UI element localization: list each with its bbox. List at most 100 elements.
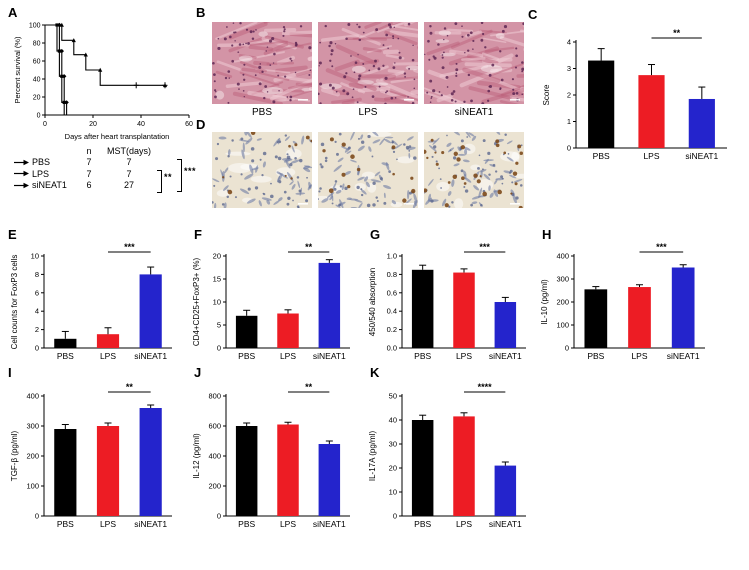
histology-he-image-lps <box>317 8 461 128</box>
bar-chart-cd4cd25foxp3: 0 5 10 15 20 CD4+CD25+FoxP3+ (%) PBS LPS siNEAT1… <box>190 240 358 373</box>
svg-text:LPS: LPS <box>280 351 296 361</box>
sig-bracket-inner <box>157 170 162 193</box>
svg-text:**: ** <box>673 28 681 38</box>
svg-text:0: 0 <box>217 344 221 353</box>
svg-text:siNEAT1: siNEAT1 <box>313 519 346 529</box>
legend-header-n: n <box>86 145 92 156</box>
image-label-sineat1: siNEAT1 <box>454 107 494 118</box>
legend-mst-lps: 7 <box>126 168 132 179</box>
panel-label-j: J <box>194 365 202 380</box>
svg-text:0: 0 <box>217 512 221 521</box>
svg-text:40: 40 <box>33 76 41 83</box>
svg-text:40: 40 <box>389 416 397 425</box>
panel-label-e: E <box>8 227 17 242</box>
legend-row-lps: LPS 7 7 <box>14 168 158 180</box>
svg-text:450/540 absorption: 450/540 absorption <box>368 268 377 337</box>
svg-text:0: 0 <box>37 112 41 119</box>
svg-text:**: ** <box>126 382 134 392</box>
svg-text:***: *** <box>656 242 667 252</box>
svg-text:200: 200 <box>26 452 39 461</box>
svg-text:Days after heart transplantati: Days after heart transplantation <box>65 132 170 141</box>
panel-label-d: D <box>196 117 206 132</box>
svg-text:0: 0 <box>43 121 47 128</box>
legend-n-sineat1: 6 <box>86 180 92 191</box>
svg-text:siNEAT1: siNEAT1 <box>313 351 346 361</box>
svg-text:siNEAT1: siNEAT1 <box>489 351 522 361</box>
svg-text:****: **** <box>478 382 493 392</box>
sig-stars-inner: ** <box>164 172 173 182</box>
image-label-lps: LPS <box>358 107 378 118</box>
svg-text:20: 20 <box>389 464 397 473</box>
lps-series-marker-icon <box>14 171 29 177</box>
svg-text:IL-10 (pg/ml): IL-10 (pg/ml) <box>540 279 549 325</box>
svg-text:100: 100 <box>26 482 39 491</box>
ihc-image-lps <box>313 128 418 213</box>
svg-text:400: 400 <box>208 452 221 461</box>
svg-text:IL-17A (pg/ml): IL-17A (pg/ml) <box>368 431 377 482</box>
svg-text:15: 15 <box>213 275 221 284</box>
svg-text:**: ** <box>305 242 313 252</box>
legend-header-mst: MST(days) <box>106 145 151 156</box>
bar-chart-tgfb: 0 100 200 300 400 TGF-β (pg/ml) PBS LPS siNEAT1 *… <box>8 380 180 541</box>
svg-text:6: 6 <box>35 288 39 297</box>
svg-text:0.8: 0.8 <box>387 270 397 279</box>
panel-label-g: G <box>370 227 381 242</box>
panel-label-f: F <box>194 227 202 242</box>
bar-chart-il10: 0 100 200 300 400 IL-10 (pg/ml) PBS LPS siNEAT1 *… <box>538 240 713 373</box>
legend-series-name-lps: LPS <box>32 168 50 179</box>
survival-legend: n MST(days) PBS 7 7 LPS 7 7 siNEAT1 6 <box>14 145 158 191</box>
legend-series-name-sineat1: siNEAT1 <box>32 180 67 191</box>
panel-label-h: H <box>542 227 552 242</box>
svg-text:5: 5 <box>217 321 221 330</box>
svg-text:Percent survival (%): Percent survival (%) <box>13 36 22 104</box>
svg-text:IL-12 (pg/ml): IL-12 (pg/ml) <box>192 433 201 479</box>
svg-text:400: 400 <box>26 392 39 401</box>
svg-text:2: 2 <box>567 91 571 100</box>
svg-text:200: 200 <box>556 298 569 307</box>
svg-text:100: 100 <box>556 321 569 330</box>
ihc-image-sineat1 <box>421 129 536 213</box>
legend-row-pbs: PBS 7 7 <box>14 157 158 169</box>
svg-text:60: 60 <box>185 121 193 128</box>
panel-label-k: K <box>370 365 380 380</box>
svg-text:20: 20 <box>89 121 97 128</box>
svg-text:PBS: PBS <box>57 351 74 361</box>
legend-mst-sineat1: 27 <box>123 180 134 191</box>
svg-text:Cell counts for FoxP3 cells: Cell counts for FoxP3 cells <box>10 255 19 350</box>
svg-text:0: 0 <box>565 344 569 353</box>
histology-he-image-sineat1 <box>423 21 574 114</box>
svg-text:siNEAT1: siNEAT1 <box>685 151 718 161</box>
svg-text:80: 80 <box>33 40 41 47</box>
svg-text:4: 4 <box>567 38 571 47</box>
svg-text:siNEAT1: siNEAT1 <box>134 351 167 361</box>
svg-text:400: 400 <box>556 252 569 261</box>
svg-text:TGF-β (pg/ml): TGF-β (pg/ml) <box>10 430 19 481</box>
svg-text:PBS: PBS <box>593 151 610 161</box>
svg-text:0: 0 <box>35 512 39 521</box>
svg-text:600: 600 <box>208 422 221 431</box>
svg-text:300: 300 <box>556 275 569 284</box>
svg-text:**: ** <box>305 382 313 392</box>
legend-row-sineat1: siNEAT1 6 27 <box>14 180 158 192</box>
svg-text:***: *** <box>124 242 135 252</box>
svg-text:20: 20 <box>33 94 41 101</box>
svg-text:CD4+CD25+FoxP3+ (%): CD4+CD25+FoxP3+ (%) <box>192 258 201 347</box>
svg-text:PBS: PBS <box>238 351 255 361</box>
svg-text:0: 0 <box>393 512 397 521</box>
svg-text:50: 50 <box>389 392 397 401</box>
svg-text:LPS: LPS <box>280 519 296 529</box>
svg-text:3: 3 <box>567 64 571 73</box>
bar-chart-score: 0 1 2 3 4 Score PBS LPS siNEAT1 ** <box>540 26 735 173</box>
svg-text:10: 10 <box>31 252 39 261</box>
svg-text:60: 60 <box>33 58 41 65</box>
svg-text:30: 30 <box>389 440 397 449</box>
legend-header-row: n MST(days) <box>14 145 158 157</box>
svg-text:0.6: 0.6 <box>387 288 397 297</box>
svg-text:LPS: LPS <box>643 151 659 161</box>
svg-text:Score: Score <box>542 84 551 105</box>
legend-n-lps: 7 <box>86 168 92 179</box>
svg-text:siNEAT1: siNEAT1 <box>489 519 522 529</box>
panel-label-a: A <box>8 5 18 20</box>
svg-text:800: 800 <box>208 392 221 401</box>
